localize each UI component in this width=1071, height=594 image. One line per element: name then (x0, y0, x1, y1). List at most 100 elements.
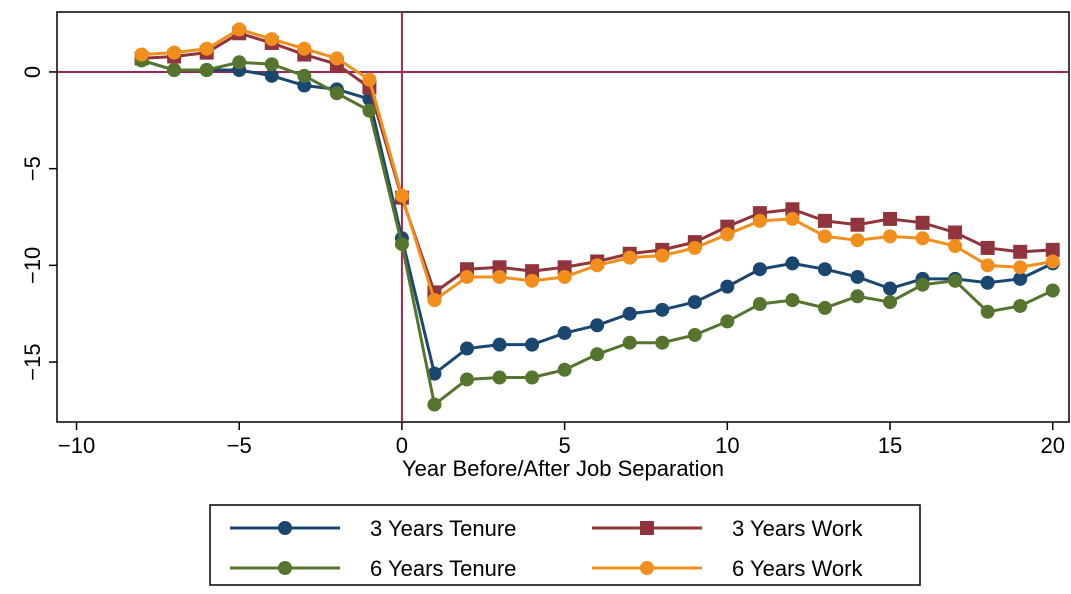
data-point (590, 318, 605, 333)
data-point (850, 269, 865, 284)
data-point (460, 372, 475, 387)
y-tick-label: −15 (20, 343, 45, 380)
data-point (752, 297, 767, 312)
data-point (232, 55, 247, 70)
data-point (850, 289, 865, 304)
data-point (948, 273, 963, 288)
x-tick-label: 0 (396, 433, 408, 458)
data-point (915, 277, 930, 292)
data-point (232, 22, 247, 37)
data-point (460, 269, 475, 284)
data-point (655, 248, 670, 263)
data-point (264, 57, 279, 72)
data-point (167, 63, 182, 78)
data-point (557, 326, 572, 341)
legend-label: 3 Years Tenure (370, 516, 516, 541)
data-point (297, 41, 312, 56)
legend-marker (640, 521, 654, 535)
data-point (557, 260, 572, 275)
legend-marker (640, 561, 654, 575)
legend-marker (278, 521, 292, 535)
data-point (264, 32, 279, 47)
plot-area (56, 11, 1070, 423)
x-tick-label: −10 (58, 433, 95, 458)
x-tick-label: −5 (227, 433, 252, 458)
data-point (427, 293, 442, 308)
data-point (883, 295, 898, 310)
data-point (915, 215, 930, 230)
data-point (492, 269, 507, 284)
data-point (915, 231, 930, 246)
data-point (297, 68, 312, 83)
data-point (199, 41, 214, 56)
data-point (948, 239, 963, 254)
data-point (622, 306, 637, 321)
data-point (785, 202, 800, 217)
data-point (492, 370, 507, 385)
x-axis-label: Year Before/After Job Separation (402, 456, 724, 481)
data-point (427, 366, 442, 381)
y-tick-label: 0 (20, 66, 45, 78)
data-point (199, 63, 214, 78)
data-point (720, 314, 735, 329)
data-point (883, 229, 898, 244)
data-point (980, 258, 995, 273)
data-point (687, 327, 702, 342)
data-point (1013, 271, 1028, 286)
data-point (785, 293, 800, 308)
data-point (980, 304, 995, 319)
data-point (394, 188, 409, 203)
data-point (557, 269, 572, 284)
legend-box (209, 504, 921, 586)
data-point (362, 103, 377, 118)
data-point (590, 347, 605, 362)
data-point (720, 279, 735, 294)
legend-marker (278, 561, 292, 575)
data-point (134, 47, 149, 62)
x-tick-label: 5 (559, 433, 571, 458)
data-point (850, 233, 865, 248)
data-point (622, 335, 637, 350)
data-point (362, 72, 377, 87)
data-point (850, 217, 865, 232)
data-point (460, 341, 475, 356)
x-tick-label: 10 (715, 433, 739, 458)
y-tick-label: −10 (20, 247, 45, 284)
data-point (948, 225, 963, 240)
data-point (687, 295, 702, 310)
data-point (655, 302, 670, 317)
data-point (655, 335, 670, 350)
data-point (329, 51, 344, 66)
data-point (525, 337, 540, 352)
data-point (394, 237, 409, 252)
data-point (980, 240, 995, 255)
data-point (817, 213, 832, 228)
data-point (525, 370, 540, 385)
data-point (525, 264, 540, 279)
data-point (1013, 260, 1028, 275)
data-point (329, 86, 344, 101)
data-point (752, 262, 767, 277)
data-point (1045, 283, 1060, 298)
data-point (525, 273, 540, 288)
legend-label: 3 Years Work (732, 516, 863, 541)
data-point (1013, 298, 1028, 313)
data-point (883, 211, 898, 226)
data-point (817, 229, 832, 244)
data-point (167, 45, 182, 60)
data-point (492, 260, 507, 275)
data-point (817, 262, 832, 277)
data-point (785, 256, 800, 271)
data-point (1045, 242, 1060, 257)
data-point (687, 240, 702, 255)
data-point (264, 68, 279, 83)
data-point (492, 337, 507, 352)
x-tick-label: 15 (878, 433, 902, 458)
data-point (1045, 254, 1060, 269)
legend-label: 6 Years Tenure (370, 556, 516, 581)
data-point (1013, 244, 1028, 259)
data-point (720, 227, 735, 242)
data-point (557, 362, 572, 377)
data-point (752, 213, 767, 228)
